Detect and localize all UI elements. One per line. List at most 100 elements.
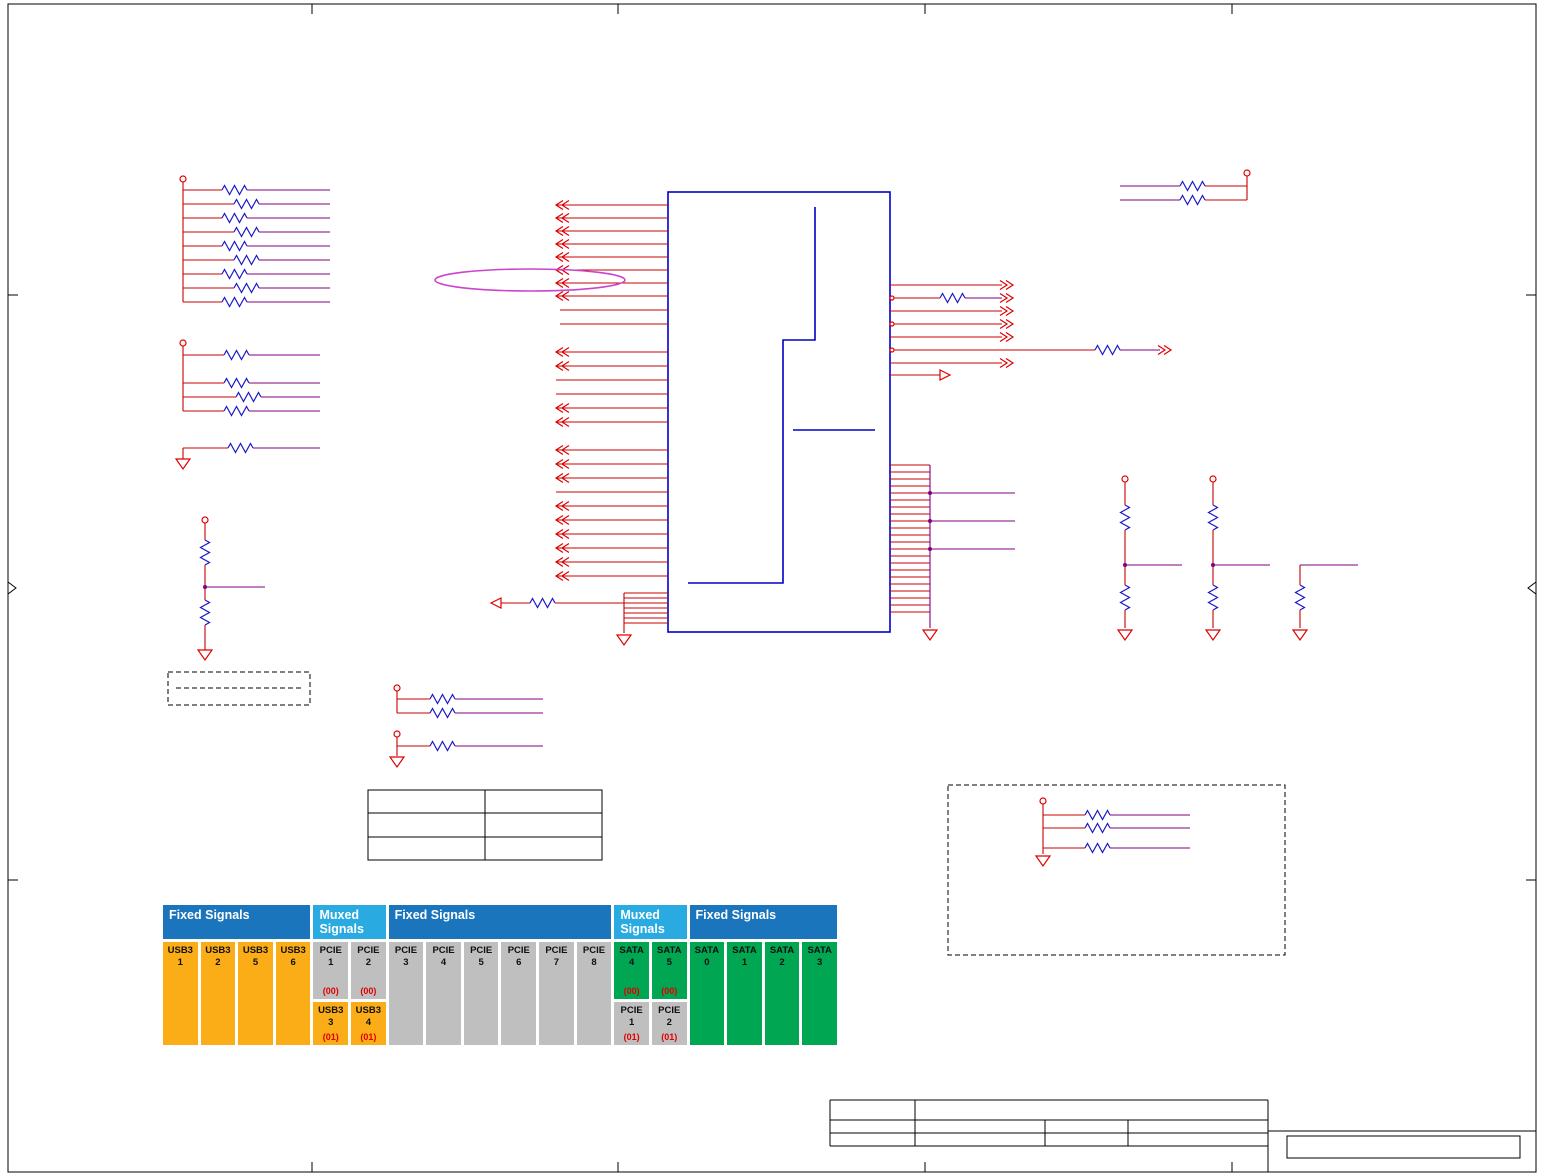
resistor — [1084, 842, 1111, 854]
cell-strap-code: (00) — [360, 985, 377, 996]
resistor — [1119, 504, 1131, 531]
ground-symbol — [1117, 629, 1133, 641]
highlight-ellipse — [434, 268, 626, 292]
cell-strap-code: (00) — [661, 985, 678, 996]
resistor — [199, 539, 211, 566]
resistor — [235, 391, 262, 403]
pull-network-right-3 — [1292, 564, 1358, 641]
cell-label: PCIE 1 — [319, 945, 342, 968]
cell-sata-3: SATA 3 — [802, 942, 837, 1045]
cell-pcie-8: PCIE 8 — [576, 942, 612, 1045]
resistor — [1084, 822, 1111, 834]
cell-label: SATA 0 — [694, 945, 720, 968]
resistor — [1207, 584, 1219, 611]
cell-usb3-2: USB3 2 — [200, 942, 236, 1045]
cell-usb3-6: USB3 6 — [275, 942, 311, 1045]
center-marker-left — [7, 581, 17, 595]
cell-label: USB3 5 — [242, 945, 269, 968]
cell-label: USB3 3 — [318, 1005, 344, 1028]
series-resistor-pair-top-right — [1120, 169, 1251, 206]
ground-symbol — [175, 458, 191, 470]
cell-strap-code: (01) — [322, 1031, 339, 1042]
resistor — [233, 198, 260, 210]
open-arrow-right — [939, 369, 951, 381]
cell-label: USB3 4 — [355, 1005, 382, 1028]
grounded-resistor-row — [175, 442, 320, 470]
junction-dot — [928, 519, 932, 523]
cell-strap-code: (01) — [360, 1031, 377, 1042]
resistor — [223, 349, 250, 361]
header-group-fixed-2: Fixed Signals — [388, 905, 612, 939]
cell-sata-5-00: SATA 5 (00) — [651, 942, 687, 999]
ground-symbol — [389, 756, 405, 768]
resistor — [221, 268, 248, 280]
resistor — [233, 226, 260, 238]
main-ic — [667, 191, 891, 633]
center-marker-right — [1527, 581, 1537, 595]
resistor — [233, 254, 260, 266]
resistor — [221, 240, 248, 252]
header-group-fixed-3: Fixed Signals — [689, 905, 837, 939]
cell-usb3-5: USB3 5 — [238, 942, 273, 1045]
ground-symbol — [1292, 629, 1308, 641]
resistor-group-mid — [389, 684, 543, 768]
terminal-dot — [179, 339, 187, 347]
cell-sata-2: SATA 2 — [764, 942, 800, 1045]
pull-network-right-2 — [1205, 475, 1270, 641]
cell-pcie-3: PCIE 3 — [388, 942, 424, 1045]
cell-pcie-2-00: PCIE 2 (00) — [351, 942, 386, 999]
ground-symbol — [197, 649, 213, 661]
terminal-dot — [1039, 797, 1047, 805]
voltage-divider — [197, 516, 265, 661]
cell-label: SATA 2 — [769, 945, 795, 968]
cell-strap-code: (01) — [661, 1031, 678, 1042]
cell-pcie-1-00: PCIE 1 (00) — [313, 942, 349, 999]
hsio-mux-table: Fixed Signals Muxed Signals Fixed Signal… — [163, 905, 837, 1045]
cell-label: PCIE 8 — [582, 945, 606, 968]
sheet-border — [7, 3, 1537, 1173]
open-arrow-left — [490, 597, 502, 609]
resistor — [1084, 809, 1111, 821]
dni-dashed-box-right — [947, 784, 1286, 956]
resistor — [1179, 194, 1206, 206]
terminal-dot — [393, 730, 401, 738]
header-group-muxed-1: Muxed Signals — [313, 905, 386, 939]
cell-label: PCIE 1 — [620, 1005, 643, 1028]
resistor — [429, 707, 456, 719]
cell-pcie-2-01: PCIE 2 (01) — [651, 1002, 687, 1045]
cell-usb3-3-01: USB3 3 (01) — [313, 1002, 349, 1045]
pin-dot — [889, 321, 895, 327]
pin-dot — [889, 347, 895, 353]
resistor — [199, 599, 211, 626]
cell-pcie-1-01: PCIE 1 (01) — [614, 1002, 649, 1045]
cell-strap-code: (01) — [623, 1031, 640, 1042]
cell-sata-1: SATA 1 — [727, 942, 762, 1045]
resistor — [429, 740, 456, 752]
cell-label: SATA 3 — [807, 945, 832, 968]
ground-symbol — [1035, 855, 1051, 867]
pin-dot — [889, 295, 895, 301]
header-group-fixed-1: Fixed Signals — [163, 905, 311, 939]
junction-dot — [928, 547, 932, 551]
resistor — [223, 405, 250, 417]
cell-label: PCIE 2 — [658, 1005, 681, 1028]
resistor — [223, 377, 250, 389]
terminal-dot — [1243, 169, 1251, 177]
resistor — [1094, 344, 1121, 356]
ground-symbol — [1205, 629, 1221, 641]
cell-usb3-4-01: USB3 4 (01) — [351, 1002, 386, 1045]
cell-label: PCIE 3 — [394, 945, 418, 968]
cell-label: SATA 1 — [732, 945, 757, 968]
resistor — [429, 693, 456, 705]
resistor — [1119, 584, 1131, 611]
ic-bottom-left-pins — [490, 592, 668, 646]
title-block — [829, 1099, 1536, 1172]
dni-dashed-box-left — [167, 671, 311, 706]
resistor-bank-top-left — [179, 175, 330, 308]
resistor — [227, 442, 254, 454]
cell-label: USB3 2 — [205, 945, 231, 968]
cell-strap-code: (00) — [322, 985, 339, 996]
junction-dot — [928, 491, 932, 495]
resistor — [221, 296, 248, 308]
